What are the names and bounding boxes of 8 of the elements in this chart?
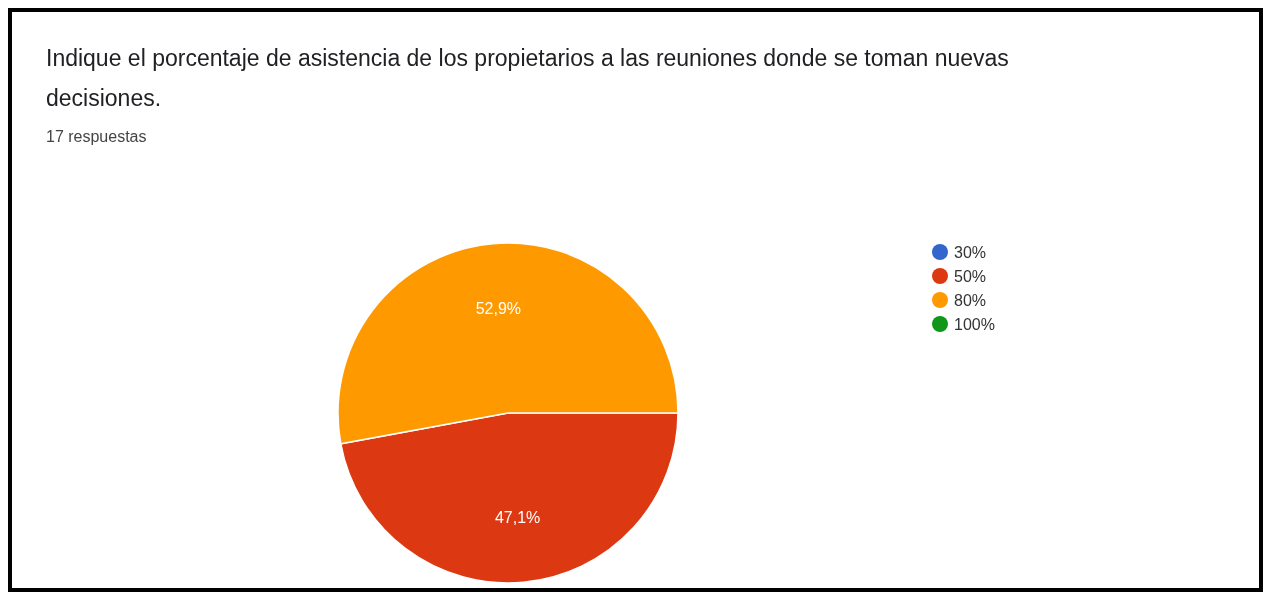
text: 17 respuestas [46, 128, 147, 145]
legend-label: 80% [954, 291, 987, 309]
legend-label: 100% [954, 315, 995, 333]
chart-title: Indique el porcentaje de asistencia de los propietarios a las reuniones donde se toman nuevas decisiones. [46, 45, 1009, 111]
legend-label: 50% [954, 267, 987, 285]
legend-label: 30% [954, 243, 987, 261]
data-label: 47,1% [494, 509, 541, 527]
data-label: 52,9% [475, 299, 522, 317]
